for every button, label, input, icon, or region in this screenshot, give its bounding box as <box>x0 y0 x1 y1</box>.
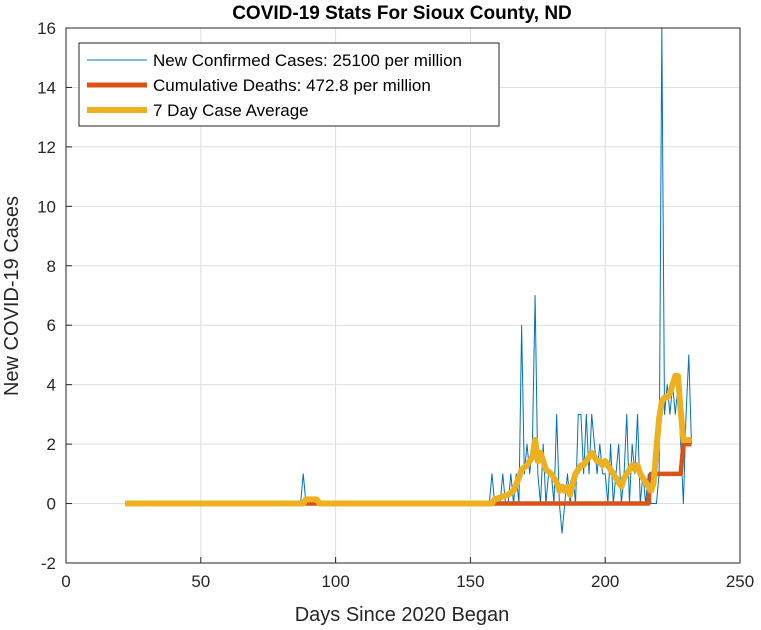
y-tick-label: 16 <box>37 19 56 38</box>
x-tick-label: 50 <box>191 572 210 591</box>
chart-title: COVID-19 Stats For Sioux County, ND <box>232 3 572 24</box>
plot-frame <box>65 27 741 564</box>
y-tick-label: 2 <box>47 435 56 454</box>
y-tick-label: 14 <box>37 78 56 97</box>
legend-label-new-cases: New Confirmed Cases: 25100 per million <box>153 51 462 70</box>
y-tick-label: 0 <box>47 495 56 514</box>
legend-label-7day-average: 7 Day Case Average <box>153 101 309 120</box>
legend-box <box>78 42 500 127</box>
x-tick-label: 250 <box>726 572 754 591</box>
ticks: 0 50 100 150 200 250 -2 0 2 4 6 8 10 12 14 16 <box>37 19 754 591</box>
x-tick-label: 150 <box>456 572 484 591</box>
series-line-new-cases <box>125 27 692 534</box>
y-axis-label: New COVID-19 Cases <box>1 196 23 396</box>
series-line-7day-average <box>125 373 692 507</box>
legend-label-deaths: Cumulative Deaths: 472.8 per million <box>153 76 431 95</box>
y-tick-label: 8 <box>47 257 56 276</box>
x-axis-label: Days Since 2020 Began <box>295 604 510 626</box>
x-tick-label: 100 <box>321 572 349 591</box>
y-tick-label: -2 <box>41 554 56 573</box>
y-tick-label: 12 <box>37 138 56 157</box>
x-tick-label: 0 <box>61 572 70 591</box>
y-tick-label: 10 <box>37 197 56 216</box>
series-lines <box>125 27 692 534</box>
y-tick-label: 6 <box>47 316 56 335</box>
x-tick-label: 200 <box>591 572 619 591</box>
legend: New Confirmed Cases: 25100 per million C… <box>78 42 500 127</box>
y-tick-label: 4 <box>47 376 56 395</box>
